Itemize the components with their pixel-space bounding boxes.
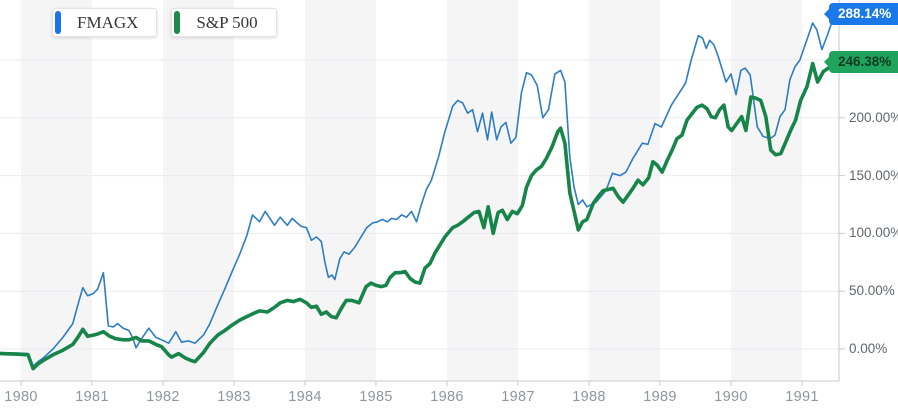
x-tick-label-1984: 1984 <box>288 389 322 405</box>
y-tick-label-100: 100.00% <box>849 225 898 241</box>
legend-label-fmagx: FMAGX <box>77 12 139 32</box>
year-band-1990 <box>731 0 802 381</box>
legend-label-sp500: S&P 500 <box>196 12 258 32</box>
x-tick-label-1982: 1982 <box>146 389 180 405</box>
fmagx-last-value-badge: 288.14% <box>824 3 898 25</box>
year-band-1986 <box>447 0 518 381</box>
x-tick-label-1980: 1980 <box>4 389 38 405</box>
sp500-series-color-bar <box>174 11 181 34</box>
y-tick-label-50: 50.00% <box>849 283 895 299</box>
x-tick-label-1981: 1981 <box>75 389 109 405</box>
year-band-1980 <box>21 0 92 381</box>
x-tick-label-1985: 1985 <box>359 389 393 405</box>
x-tick-label-1986: 1986 <box>430 389 464 405</box>
sp500-last-value-badge: 246.38% <box>824 51 898 73</box>
series-line-sp500 <box>0 61 836 371</box>
year-band-1982 <box>163 0 234 381</box>
fmagx-series-color-bar <box>55 11 61 34</box>
year-band-1988 <box>589 0 660 381</box>
x-tick-label-1983: 1983 <box>217 389 251 405</box>
x-tick-label-1989: 1989 <box>643 389 677 405</box>
legend-item-fmagx[interactable]: FMAGX <box>52 8 158 37</box>
x-tick-label-1987: 1987 <box>501 389 535 405</box>
year-band-1984 <box>305 0 376 381</box>
legend: FMAGX S&P 500 <box>52 8 277 37</box>
y-tick-label-200: 200.00% <box>849 109 898 125</box>
series-line-fmagx <box>0 15 835 368</box>
legend-item-sp500[interactable]: S&P 500 <box>171 8 277 37</box>
y-tick-label-150: 150.00% <box>849 167 898 183</box>
x-tick-label-1988: 1988 <box>572 389 606 405</box>
x-tick-label-1990: 1990 <box>714 389 748 405</box>
x-tick-label-1991: 1991 <box>785 389 819 405</box>
y-tick-label-0: 0.00% <box>849 341 888 356</box>
